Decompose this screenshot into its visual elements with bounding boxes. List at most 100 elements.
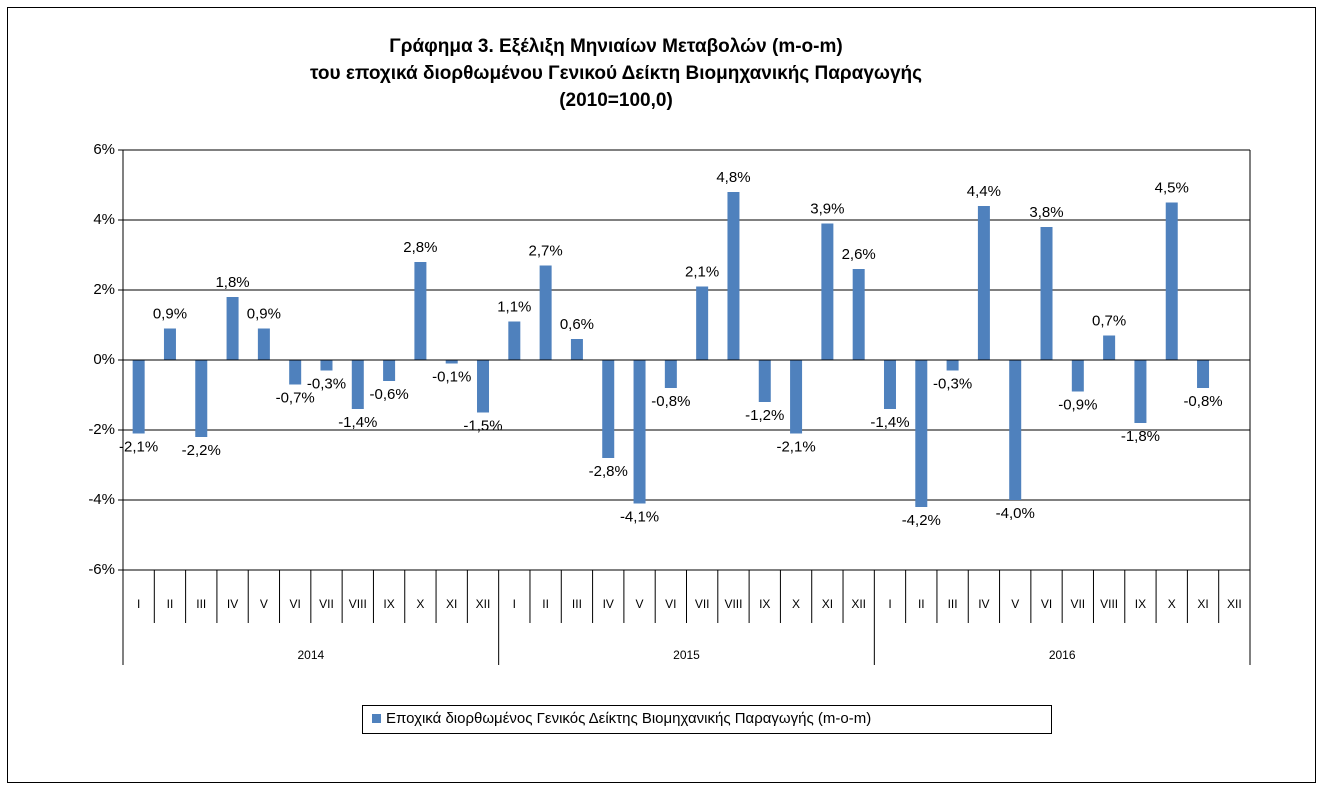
x-tick-label: II [918,597,925,611]
x-tick-label: V [1011,597,1019,611]
data-label: 2,6% [842,246,876,263]
year-label: 2015 [673,648,700,662]
chart-title: (2010=100,0) [559,90,673,111]
data-label: -2,2% [182,442,221,459]
y-tick-label: 0% [93,351,115,368]
x-tick-label: XII [1227,597,1242,611]
data-label: 4,8% [716,169,750,186]
x-tick-label: VII [695,597,710,611]
bar [1134,360,1147,423]
data-label: -2,8% [589,463,628,480]
x-tick-label: IX [1135,597,1146,611]
data-label: -0,3% [933,375,972,392]
data-label: -4,1% [620,508,659,525]
bar [1165,202,1178,360]
legend-box [362,705,1052,734]
data-label: 3,8% [1029,204,1063,221]
bar [1103,335,1116,360]
bar [195,360,208,437]
x-tick-label: IX [383,597,394,611]
bar [664,360,677,388]
x-tick-label: IV [227,597,238,611]
data-label: -0,7% [276,389,315,406]
data-label: 4,4% [967,183,1001,200]
x-tick-label: V [636,597,644,611]
data-label: -1,5% [463,417,502,434]
x-tick-label: II [542,597,549,611]
x-tick-label: I [137,597,140,611]
bar [852,269,865,360]
x-tick-label: X [1168,597,1176,611]
x-tick-label: VII [1070,597,1085,611]
bar [570,339,583,360]
bar [508,321,521,360]
bar [790,360,803,434]
data-label: 3,9% [810,200,844,217]
data-label: -4,2% [902,512,941,529]
x-tick-label: XI [1197,597,1208,611]
y-tick-label: -2% [88,421,115,438]
data-label: -0,8% [1183,393,1222,410]
data-label: -0,6% [370,386,409,403]
bar [257,328,270,360]
bar [289,360,302,385]
bar [946,360,959,371]
x-tick-label: III [572,597,582,611]
y-tick-label: -4% [88,491,115,508]
data-label: 0,9% [153,305,187,322]
data-label: 1,1% [497,298,531,315]
data-label: 4,5% [1155,179,1189,196]
x-tick-label: X [792,597,800,611]
data-label: -1,4% [338,414,377,431]
bar [758,360,771,402]
data-label: -1,8% [1121,428,1160,445]
x-tick-label: II [167,597,174,611]
data-label: -0,9% [1058,396,1097,413]
data-label: 2,1% [685,263,719,280]
bar [696,286,709,360]
x-tick-label: III [196,597,206,611]
bar [1009,360,1022,500]
data-label: -4,0% [996,505,1035,522]
x-tick-label: VI [290,597,301,611]
data-label: -0,3% [307,375,346,392]
x-tick-label: VIII [349,597,367,611]
x-tick-label: IV [978,597,989,611]
data-label: 0,6% [560,316,594,333]
year-label: 2014 [297,648,324,662]
bar [633,360,646,504]
data-label: -2,1% [776,438,815,455]
data-label: 2,7% [529,242,563,259]
bar [821,223,834,360]
bar [445,360,458,364]
data-label: -1,4% [870,414,909,431]
chart-title: του εποχικά διορθωμένου Γενικού Δείκτη Β… [310,63,922,84]
bar [1071,360,1084,392]
bar [163,328,176,360]
x-tick-label: VI [665,597,676,611]
bar [727,192,740,360]
y-tick-label: 6% [93,141,115,158]
x-tick-label: XI [446,597,457,611]
bar [915,360,928,507]
data-label: -2,1% [119,438,158,455]
legend-label: Εποχικά διορθωμένος Γενικός Δείκτης Βιομ… [386,710,871,727]
x-tick-label: VI [1041,597,1052,611]
data-label: -1,2% [745,407,784,424]
bar [1197,360,1210,388]
bar [1040,227,1053,360]
data-label: 2,8% [403,239,437,256]
bar [977,206,990,360]
chart-border [7,7,1316,783]
bar [477,360,490,413]
x-tick-label: V [260,597,268,611]
y-tick-label: 4% [93,211,115,228]
year-label: 2016 [1049,648,1076,662]
data-label: 0,9% [247,305,281,322]
bar [539,265,552,360]
legend-swatch [372,714,381,723]
x-tick-label: VII [319,597,334,611]
x-tick-label: III [948,597,958,611]
bar [602,360,615,458]
